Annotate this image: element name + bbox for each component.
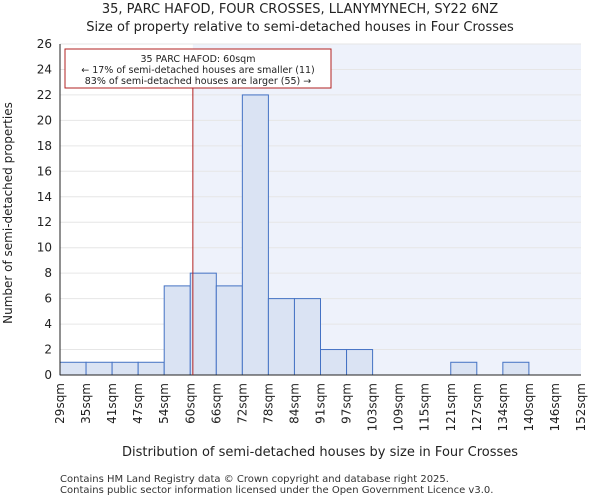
bar xyxy=(85,361,113,376)
y-tick-label: 20 xyxy=(37,113,52,127)
bar xyxy=(111,361,139,376)
x-tick-label: 47sqm xyxy=(131,383,145,424)
bar xyxy=(450,361,478,376)
y-tick-label: 14 xyxy=(37,190,52,204)
x-tick-label: 97sqm xyxy=(340,383,354,424)
x-tick-label: 78sqm xyxy=(261,383,275,424)
chart-subtitle: Size of property relative to semi-detach… xyxy=(86,20,514,35)
bar xyxy=(502,361,530,376)
x-tick-label: 140sqm xyxy=(522,383,536,431)
y-tick-label: 6 xyxy=(44,292,52,306)
bar xyxy=(293,298,322,376)
x-tick-label: 41sqm xyxy=(105,383,119,424)
y-tick-label: 8 xyxy=(44,266,52,280)
x-tick-label: 127sqm xyxy=(470,383,484,431)
bar xyxy=(267,298,295,376)
x-tick-label: 35sqm xyxy=(79,383,93,424)
annotation-text: ← 17% of semi-detached houses are smalle… xyxy=(81,65,315,76)
y-tick-label: 24 xyxy=(37,62,52,76)
x-tick-label: 109sqm xyxy=(392,383,406,431)
x-tick-label: 54sqm xyxy=(157,383,171,424)
y-tick-label: 0 xyxy=(44,368,52,382)
x-tick-label: 146sqm xyxy=(548,383,562,431)
footer-licence: Contains public sector information licen… xyxy=(60,485,494,496)
y-tick-label: 26 xyxy=(37,37,52,51)
x-tick-label: 66sqm xyxy=(209,383,223,424)
annotation-text: 35 PARC HAFOD: 60sqm xyxy=(141,54,256,65)
x-tick-label: 103sqm xyxy=(366,383,380,431)
x-axis-label: Distribution of semi-detached houses by … xyxy=(121,445,519,460)
bar xyxy=(241,94,269,376)
x-tick-label: 121sqm xyxy=(444,383,458,431)
y-tick-label: 22 xyxy=(37,88,52,102)
x-tick-label: 91sqm xyxy=(314,383,328,424)
y-tick-label: 2 xyxy=(44,343,52,357)
bar xyxy=(59,361,87,376)
x-tick-label: 72sqm xyxy=(235,383,249,424)
y-tick-label: 4 xyxy=(44,317,52,331)
y-tick-label: 10 xyxy=(37,241,52,255)
x-tick-label: 115sqm xyxy=(418,383,432,431)
bar xyxy=(137,361,165,376)
bar xyxy=(215,285,243,376)
x-tick-label: 152sqm xyxy=(574,383,588,431)
annotation-text: 83% of semi-detached houses are larger (… xyxy=(85,76,312,87)
chart-title: 35, PARC HAFOD, FOUR CROSSES, LLANYMYNEC… xyxy=(101,2,499,17)
x-tick-label: 84sqm xyxy=(287,383,301,424)
bar xyxy=(163,285,191,376)
x-tick-label: 60sqm xyxy=(183,383,197,424)
y-tick-label: 12 xyxy=(37,215,52,229)
bar xyxy=(189,272,217,376)
y-tick-label: 16 xyxy=(37,164,52,178)
x-tick-label: 134sqm xyxy=(496,383,510,431)
x-tick-label: 29sqm xyxy=(53,383,67,424)
annotation-box xyxy=(64,48,332,89)
footer-copyright: Contains HM Land Registry data © Crown c… xyxy=(60,474,449,485)
y-tick-label: 18 xyxy=(37,139,52,153)
bar xyxy=(320,349,348,376)
bar xyxy=(346,349,374,376)
